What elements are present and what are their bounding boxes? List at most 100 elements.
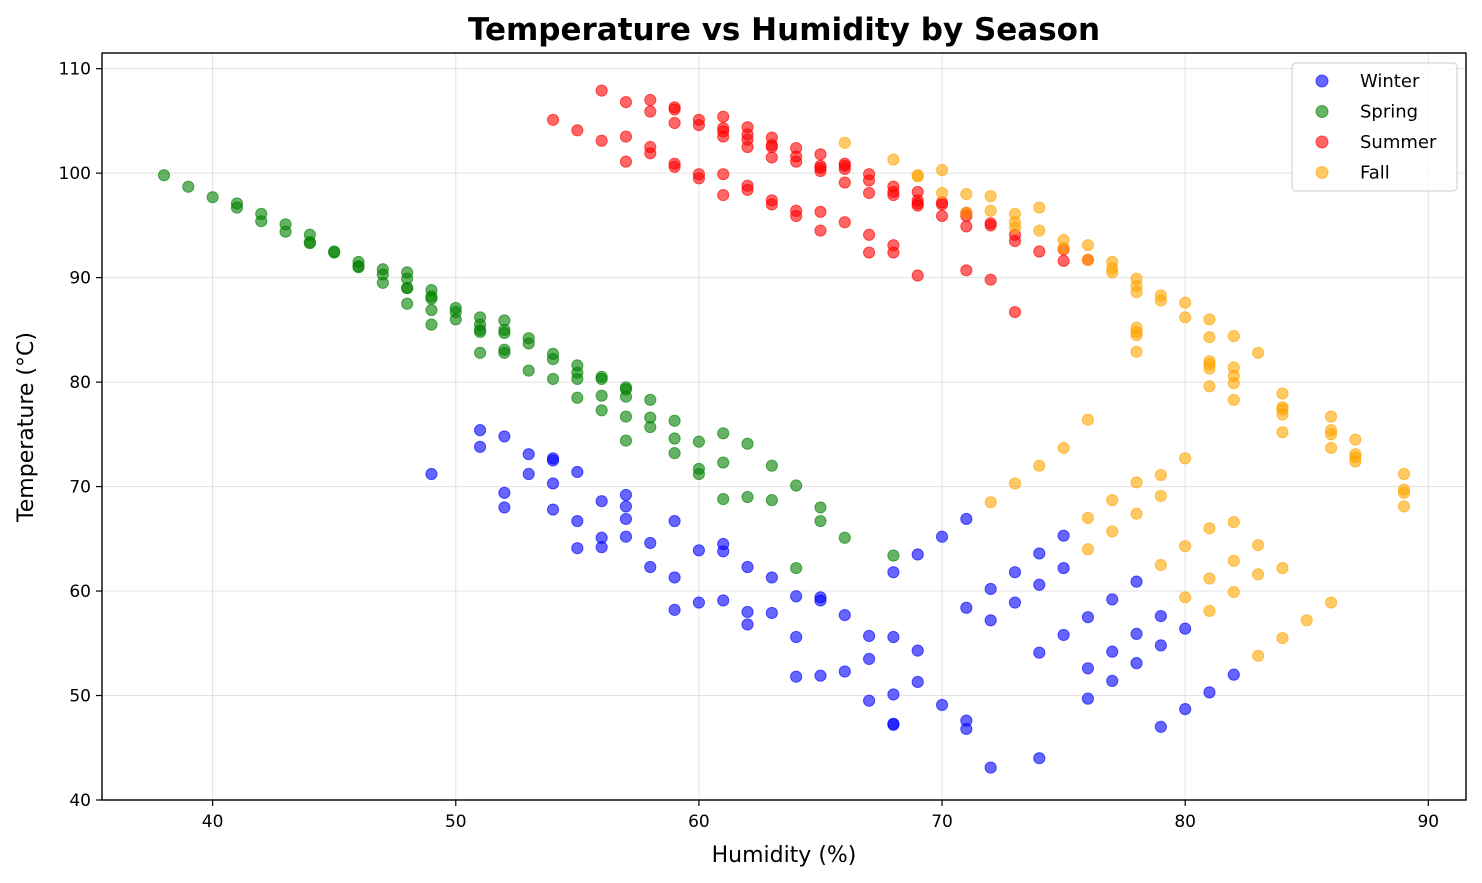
data-point [1106,525,1119,538]
data-point [1081,692,1095,705]
data-point [595,84,608,97]
data-point [1154,489,1167,503]
data-point [984,582,997,596]
data-point [1203,522,1216,535]
data-point [668,414,681,427]
data-point [1203,604,1216,617]
data-point [984,219,997,232]
data-point [498,430,511,443]
data-point [887,688,900,701]
data-point [692,435,706,448]
legend-marker-fall [1315,166,1329,179]
data-point [838,608,851,622]
data-point [1227,668,1240,681]
data-point [1227,515,1240,529]
data-point [1130,345,1143,358]
data-point [1276,631,1289,645]
data-point [644,536,657,550]
x-axis-ticks: 40 50 60 70 80 90 [202,800,1439,832]
data-point [1057,529,1070,542]
data-point [790,479,803,492]
data-point [838,665,851,678]
data-point [862,228,876,241]
data-point [960,601,973,614]
data-point [206,191,219,204]
data-point [935,198,949,211]
data-point [1252,538,1265,552]
data-point [960,206,973,219]
data-point [960,722,973,736]
x-tick-label: 70 [931,812,953,832]
data-point [1397,467,1411,481]
data-point [1227,393,1240,406]
data-point [1033,752,1046,765]
data-point [814,224,827,237]
data-point [546,454,560,467]
data-point [1130,575,1143,588]
data-point [619,96,633,109]
data-point [790,209,803,223]
legend-marker-winter [1315,74,1329,88]
data-point [911,675,924,689]
data-point [1130,627,1143,640]
data-point [790,670,803,683]
data-point [717,168,730,181]
data-point [1252,346,1265,359]
data-point [1276,561,1289,575]
data-point [619,488,633,502]
data-point [814,501,827,514]
data-point [668,160,681,173]
data-point [1179,452,1192,465]
y-axis-label: Temperature (°C) [14,332,39,523]
data-point [157,169,171,182]
data-point [1397,500,1411,513]
data-point [1081,253,1095,266]
data-point [790,630,803,644]
data-point [692,467,706,481]
data-point [765,571,778,584]
legend-marker-spring [1315,105,1329,118]
data-point [595,404,608,417]
data-point [1276,408,1289,421]
data-point [522,448,535,461]
data-point [473,440,487,453]
data-point [717,545,730,558]
data-point [1349,433,1362,446]
data-point [862,652,876,666]
data-point [911,548,924,561]
data-point [571,372,584,386]
data-point [473,325,487,339]
data-point [1227,377,1240,390]
data-point [279,225,292,238]
data-point [814,669,827,682]
data-point [1179,703,1192,716]
data-point [595,495,608,508]
data-point [571,391,584,404]
data-point [498,501,511,514]
data-point [522,364,535,377]
data-point [1324,441,1338,455]
data-point [692,172,706,185]
data-point [887,549,900,562]
data-point [401,297,414,310]
data-point [790,155,803,168]
data-point [668,514,681,528]
plot-frame [101,52,1467,801]
legend-label-spring: Spring [1360,102,1418,123]
data-point [619,530,633,543]
data-point [1106,645,1119,658]
legend: Winter Spring Summer Fall [1291,62,1458,192]
data-point [984,614,997,627]
data-point [644,147,657,160]
data-point [814,164,827,178]
data-point [1081,543,1095,556]
data-point [887,566,900,579]
data-point [1179,591,1192,604]
data-point [473,346,487,359]
data-point [1057,254,1070,268]
y-tick-label: 80 [69,373,91,393]
y-tick-label: 60 [69,582,91,602]
data-point [984,190,997,203]
data-point [935,209,949,223]
series-spring [157,169,900,575]
